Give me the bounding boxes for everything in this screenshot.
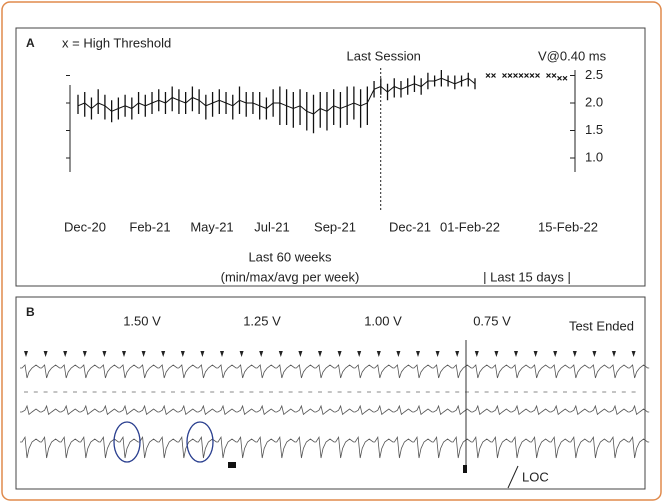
threshold-marker <box>508 74 512 78</box>
threshold-marker <box>525 74 529 78</box>
marker-stroke <box>530 74 534 78</box>
marker-stroke <box>514 74 518 78</box>
threshold-marker <box>558 76 562 80</box>
panel-label: A <box>26 36 35 50</box>
pace-mark <box>514 351 518 357</box>
pace-mark <box>63 351 67 357</box>
pace-mark <box>455 351 459 357</box>
pace-mark <box>83 351 87 357</box>
pace-mark <box>240 351 244 357</box>
y-tick-label: 1.0 <box>585 149 603 164</box>
marker-stroke <box>547 74 551 78</box>
pace-mark <box>534 351 538 357</box>
threshold-marker <box>514 74 518 78</box>
pace-mark <box>24 351 28 357</box>
x-tick-label: 15-Feb-22 <box>538 219 598 234</box>
pace-mark <box>259 351 263 357</box>
marker-stroke <box>536 74 540 78</box>
pace-mark <box>318 351 322 357</box>
marker-stroke <box>552 74 556 78</box>
pace-mark <box>592 351 596 357</box>
marker-stroke <box>508 74 512 78</box>
marker-block <box>463 465 467 473</box>
ecg-trace <box>20 365 649 378</box>
threshold-marker <box>519 74 523 78</box>
y-tick-label: 1.5 <box>585 122 603 137</box>
x-tick-label: 01-Feb-22 <box>440 219 500 234</box>
days-label: | Last 15 days | <box>483 269 571 284</box>
threshold-marker <box>547 74 551 78</box>
pace-mark <box>200 351 204 357</box>
legend-text: x = High Threshold <box>62 35 171 50</box>
marker-block <box>228 462 236 468</box>
pace-mark <box>142 351 146 357</box>
avg-line <box>78 78 475 114</box>
figure: A x = High Threshold V@0.40 ms Last 60 w… <box>0 0 663 502</box>
x-tick-label: Sep-21 <box>314 219 356 234</box>
x-tick-label: Dec-21 <box>389 219 431 234</box>
loc-label: LOC <box>522 469 549 484</box>
pace-mark <box>494 351 498 357</box>
pace-mark <box>298 351 302 357</box>
loc-pointer <box>508 466 518 488</box>
marker-stroke <box>519 74 523 78</box>
x-tick-label: Jul-21 <box>254 219 289 234</box>
threshold-marker <box>552 74 556 78</box>
marker-stroke <box>492 74 496 78</box>
y-tick-label: 2.0 <box>585 94 603 109</box>
x-tick-label: May-21 <box>190 219 233 234</box>
marker-stroke <box>486 74 490 78</box>
voltage-label: 0.75 V <box>473 313 511 328</box>
pace-mark <box>632 351 636 357</box>
x-tick-label: Dec-20 <box>64 219 106 234</box>
pace-mark <box>416 351 420 357</box>
pace-mark <box>102 351 106 357</box>
marker-stroke <box>503 74 507 78</box>
unit-label: V@0.40 ms <box>538 48 607 63</box>
pace-mark <box>357 351 361 357</box>
pace-mark <box>377 351 381 357</box>
voltage-label: 1.25 V <box>243 313 281 328</box>
session-label: Last Session <box>346 48 420 63</box>
x-tick-label: Feb-21 <box>129 219 170 234</box>
pace-mark <box>338 351 342 357</box>
weeks-label: Last 60 weeks <box>248 249 332 264</box>
threshold-marker <box>486 74 490 78</box>
pace-mark <box>475 351 479 357</box>
pace-mark <box>220 351 224 357</box>
highlight-circle <box>187 422 213 462</box>
marker-stroke <box>563 76 567 80</box>
pace-mark <box>396 351 400 357</box>
threshold-marker <box>563 76 567 80</box>
pace-mark <box>553 351 557 357</box>
page: {"chart_data": {"type": "range", "panel_… <box>0 0 663 502</box>
pace-mark <box>279 351 283 357</box>
y-tick-label: 2.5 <box>585 67 603 82</box>
panel-b-frame <box>16 297 645 489</box>
ecg-trace <box>20 406 649 414</box>
pace-mark <box>436 351 440 357</box>
status-label: Test Ended <box>569 318 634 333</box>
panel-label: B <box>26 305 35 319</box>
pace-mark <box>161 351 165 357</box>
panel-a-frame <box>16 28 645 286</box>
marker-stroke <box>558 76 562 80</box>
pace-mark <box>573 351 577 357</box>
weeks-note: (min/max/avg per week) <box>221 269 360 284</box>
pace-mark <box>181 351 185 357</box>
threshold-marker <box>492 74 496 78</box>
pace-mark <box>122 351 126 357</box>
threshold-marker <box>536 74 540 78</box>
pace-mark <box>44 351 48 357</box>
marker-stroke <box>525 74 529 78</box>
threshold-marker <box>530 74 534 78</box>
voltage-label: 1.50 V <box>123 313 161 328</box>
threshold-marker <box>503 74 507 78</box>
pace-mark <box>612 351 616 357</box>
voltage-label: 1.00 V <box>364 313 402 328</box>
